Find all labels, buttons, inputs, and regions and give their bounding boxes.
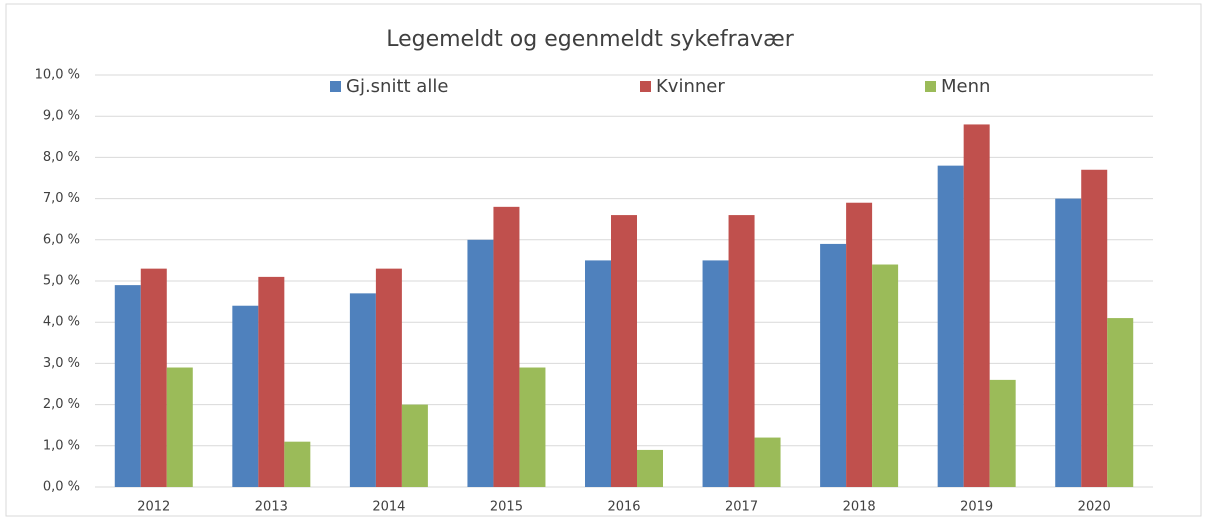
legend-swatch xyxy=(925,81,936,92)
bar xyxy=(375,268,402,487)
bar xyxy=(467,239,494,487)
bar xyxy=(846,202,873,487)
bar xyxy=(284,441,311,487)
x-tick-label: 2017 xyxy=(725,500,758,515)
chart-title: Legemeldt og egenmeldt sykefravær xyxy=(386,27,794,52)
x-tick-label: 2012 xyxy=(137,500,170,515)
x-tick-label: 2018 xyxy=(843,500,876,515)
y-tick-label: 9,0 % xyxy=(43,109,80,124)
legend-swatch xyxy=(640,81,651,92)
bar xyxy=(585,260,611,487)
x-tick-label: 2013 xyxy=(255,500,288,515)
bar xyxy=(166,367,193,487)
bar xyxy=(754,437,781,487)
y-tick-label: 7,0 % xyxy=(43,191,80,206)
y-tick-label: 8,0 % xyxy=(43,150,80,165)
y-tick-label: 4,0 % xyxy=(43,315,80,330)
y-tick-label: 0,0 % xyxy=(43,480,80,495)
y-tick-label: 6,0 % xyxy=(43,232,80,247)
x-tick-label: 2015 xyxy=(490,500,523,515)
bar xyxy=(1107,318,1134,487)
legend-swatch xyxy=(330,81,341,92)
bar xyxy=(140,268,167,487)
bar xyxy=(728,215,755,487)
x-tick-label: 2019 xyxy=(960,500,993,515)
y-tick-label: 10,0 % xyxy=(35,68,80,83)
y-tick-label: 3,0 % xyxy=(43,356,80,371)
bar xyxy=(872,264,899,487)
y-tick-label: 5,0 % xyxy=(43,274,80,289)
bar xyxy=(258,276,285,487)
bar xyxy=(493,206,520,487)
bar xyxy=(401,404,428,487)
bar xyxy=(989,379,1016,487)
bar xyxy=(937,165,964,487)
bar xyxy=(114,285,141,487)
y-tick-label: 1,0 % xyxy=(43,438,80,453)
bar xyxy=(1081,169,1108,487)
bar xyxy=(1055,198,1082,487)
x-tick-label: 2016 xyxy=(607,500,640,515)
bar xyxy=(963,124,990,487)
x-tick-label: 2020 xyxy=(1078,500,1111,515)
legend-label: Menn xyxy=(941,76,990,97)
bar xyxy=(232,305,259,487)
bar xyxy=(349,293,376,487)
legend-label: Kvinner xyxy=(656,76,725,97)
legend-label: Gj.snitt alle xyxy=(346,76,448,97)
bar xyxy=(611,215,637,487)
y-tick-label: 2,0 % xyxy=(43,397,80,412)
bar xyxy=(702,260,729,487)
bar xyxy=(820,243,847,487)
x-tick-label: 2014 xyxy=(372,500,405,515)
bar xyxy=(519,367,546,487)
bar xyxy=(637,449,663,487)
